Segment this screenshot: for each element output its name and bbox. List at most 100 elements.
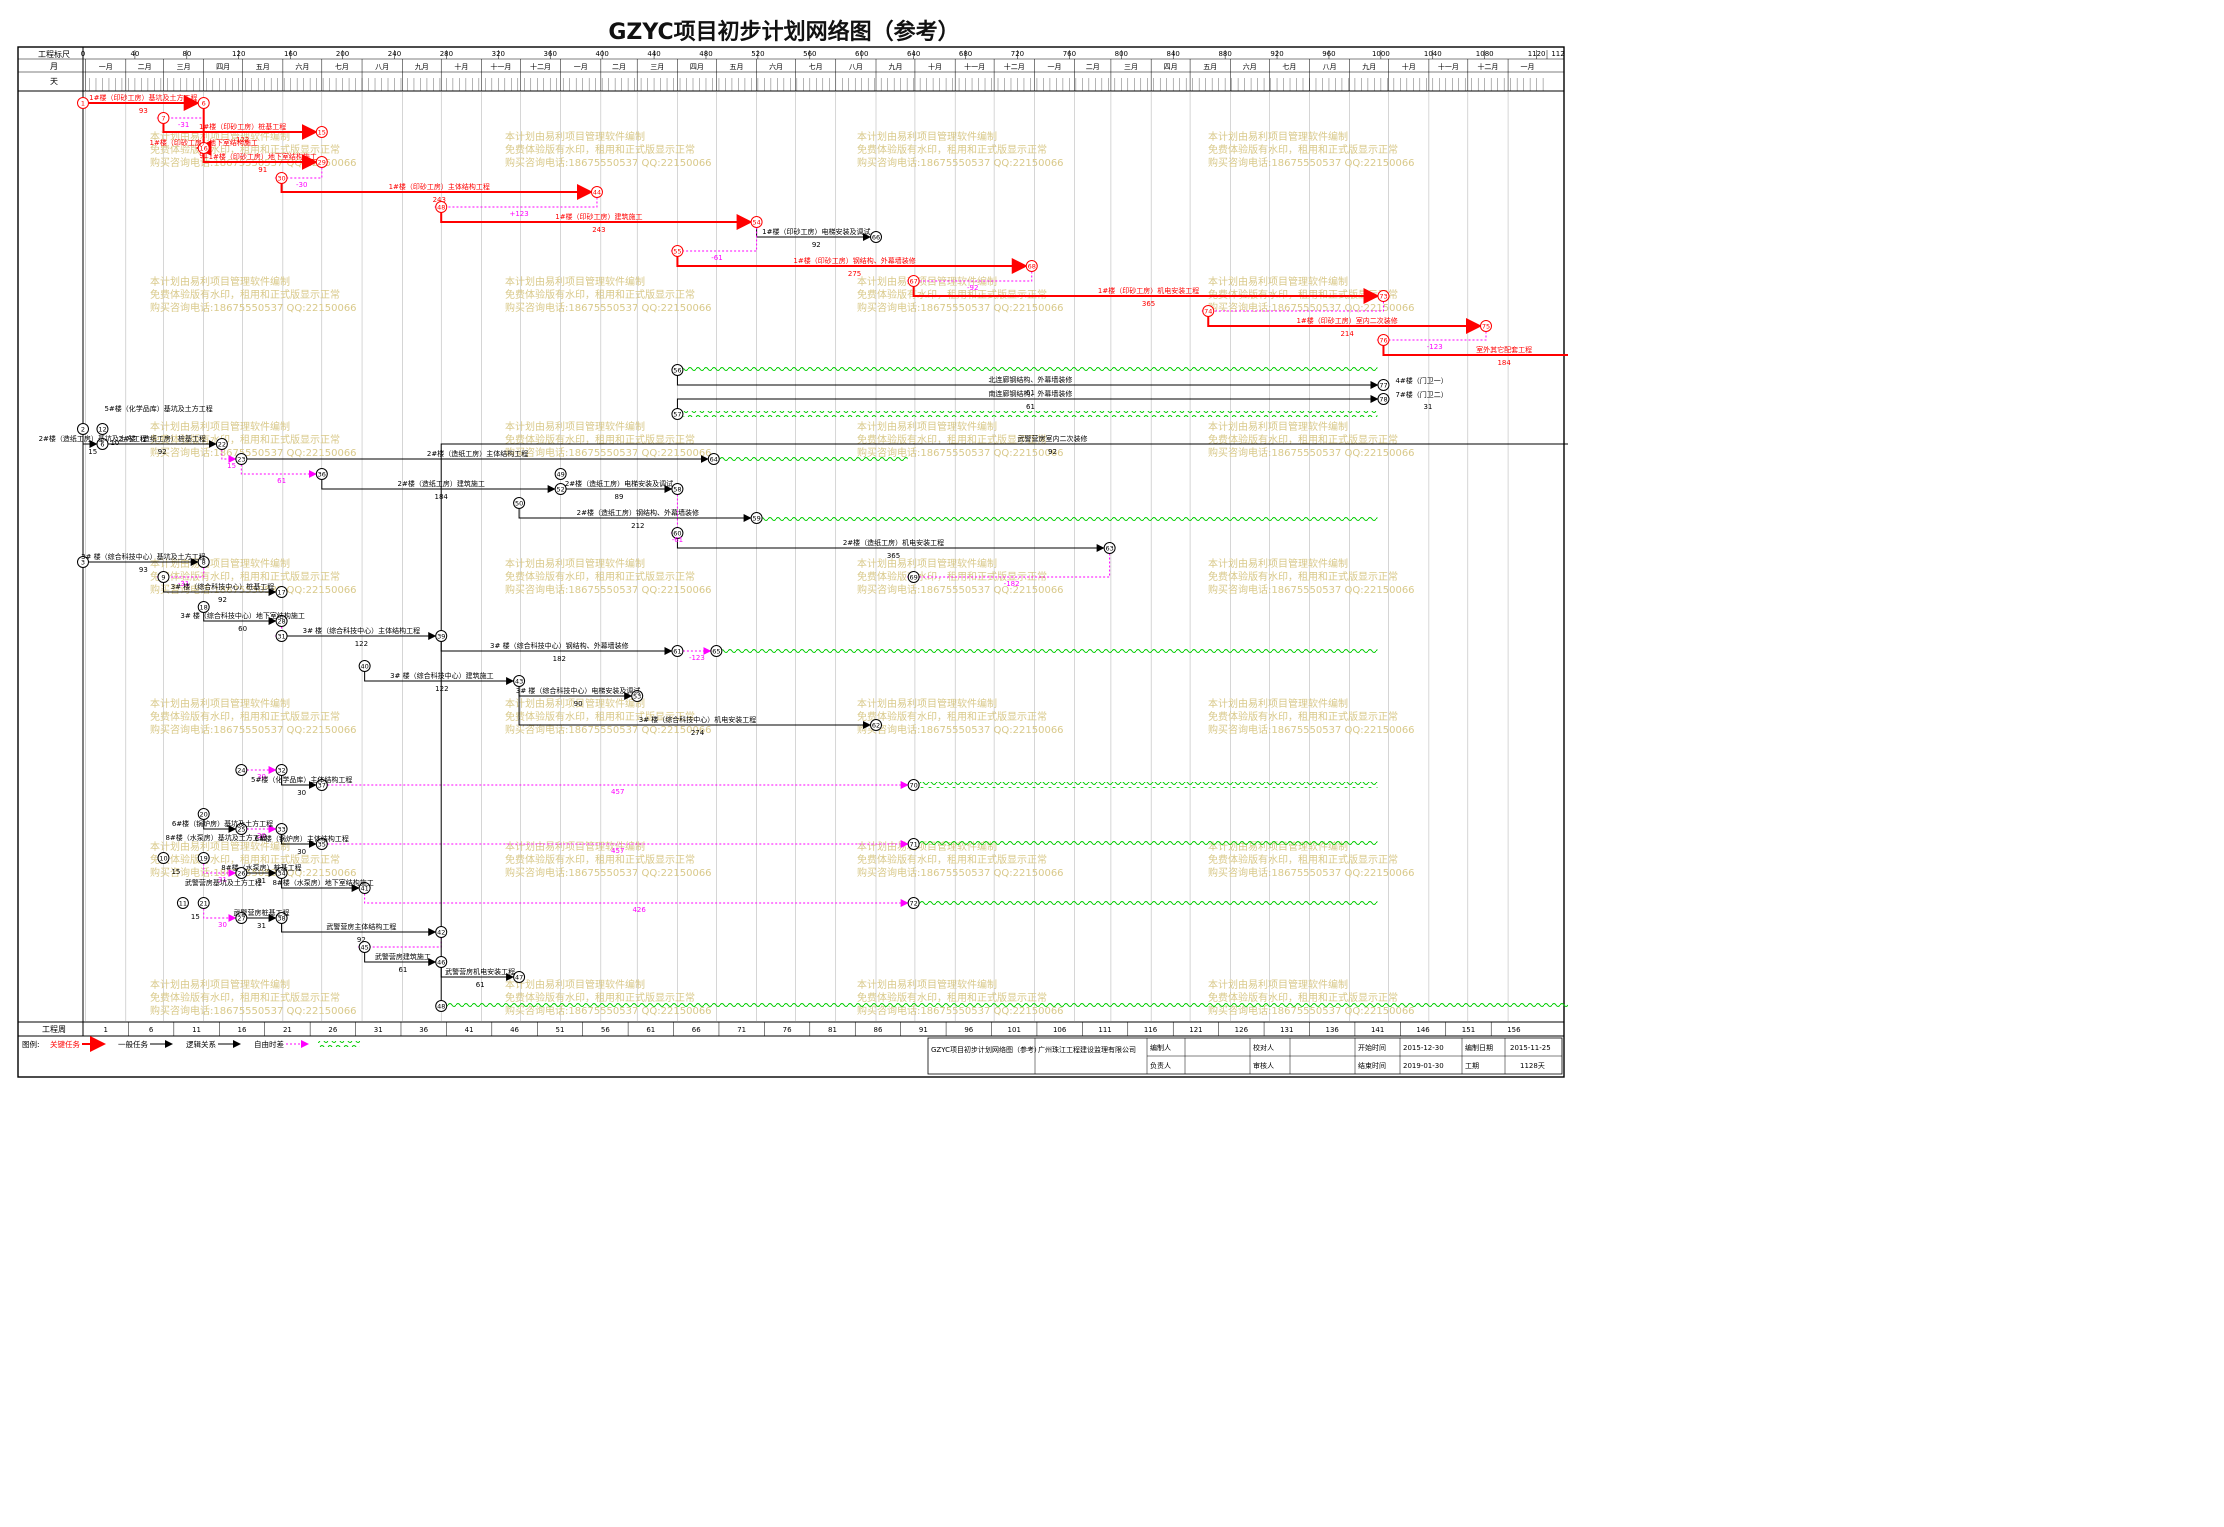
week-14: 71 — [737, 1026, 746, 1034]
activity-float-9: -123 — [1427, 343, 1443, 351]
watermark-19-1: 免费体验版有水印，租用和正式版显示正常 — [1208, 710, 1398, 723]
week-26: 131 — [1280, 1026, 1293, 1034]
activity-float-4: +123 — [509, 210, 528, 218]
activity-name-1: 1#楼（印砂工房）桩基工程 — [199, 122, 286, 131]
watermark-14-2: 购买咨询电话:18675550537 QQ:22150066 — [857, 583, 1064, 596]
event-node-label-25: 25 — [237, 826, 245, 834]
event-node-60: 60 — [671, 527, 684, 539]
event-node-circle-71 — [907, 838, 920, 850]
scale-tick-25: 1000 — [1372, 50, 1390, 58]
event-node-label-65: 65 — [712, 648, 720, 656]
watermark-23-2: 购买咨询电话:18675550537 QQ:22150066 — [1208, 866, 1415, 879]
event-node-circle-11 — [176, 897, 189, 909]
arrow-50 — [203, 863, 237, 877]
event-node-44: 44 — [590, 186, 603, 198]
event-node-label-16: 16 — [200, 145, 208, 153]
watermark-2-0: 本计划由易利项目管理软件编制 — [857, 130, 997, 143]
event-node-circle-47 — [513, 971, 526, 983]
scale-tick-14: 560 — [803, 50, 816, 58]
scale-tick-27: 1080 — [1476, 50, 1494, 58]
scale-tick-24: 960 — [1322, 50, 1335, 58]
event-node-label-76: 76 — [1379, 337, 1387, 345]
event-node-circle-7 — [157, 112, 170, 124]
legend-item-0: 关键任务 — [50, 1039, 80, 1049]
month-label: 月 — [50, 62, 58, 71]
watermark-17-2: 购买咨询电话:18675550537 QQ:22150066 — [505, 723, 712, 736]
activity-name-26: 3# 楼（综合科技中心）主体结构工程 — [303, 626, 421, 635]
event-node-64: 64 — [707, 453, 720, 465]
month-4: 五月 — [256, 63, 270, 71]
event-node-circle-44 — [590, 186, 603, 198]
event-node-67: 67 — [907, 275, 920, 287]
float-wave-4 — [722, 648, 1378, 654]
event-node-50: 50 — [513, 497, 526, 509]
activity-duration-19: 89 — [615, 493, 624, 501]
event-node-31: 31 — [275, 630, 288, 642]
watermark-3-2: 购买咨询电话:18675550537 QQ:22150066 — [1208, 156, 1415, 169]
activity-name-5: 1#楼（印砂工房）电梯安装及调试 — [762, 227, 870, 236]
event-node-label-30: 30 — [277, 175, 285, 183]
event-node-circle-39 — [435, 630, 448, 642]
activity-duration-4: 243 — [592, 226, 605, 234]
month-35: 十二月 — [1477, 62, 1498, 71]
event-node-circle-28 — [275, 615, 288, 627]
watermark-5-2: 购买咨询电话:18675550537 QQ:22150066 — [505, 301, 712, 314]
event-node-19: 19 — [197, 852, 210, 864]
activity-name-6: 1#楼（印砂工房）钢结构、外幕墙装修 — [793, 256, 915, 265]
time-grid — [85, 91, 1509, 1022]
event-node-label-68: 68 — [1028, 263, 1036, 271]
event-node-34: 34 — [275, 867, 288, 879]
scale-tick-13: 520 — [751, 50, 764, 58]
event-node-circle-48b — [435, 1000, 448, 1012]
activity-duration-44: 15 — [191, 913, 200, 921]
event-node-77: 77 — [1377, 379, 1390, 391]
watermark-layer: 本计划由易利项目管理软件编制免费体验版有水印，租用和正式版显示正常购买咨询电话:… — [150, 130, 1415, 1017]
event-node-66: 66 — [870, 231, 882, 243]
event-node-circle-63 — [1103, 542, 1116, 554]
event-node-52: 52 — [554, 483, 567, 495]
arrow-4 — [202, 153, 318, 170]
event-nodes: 1236789101112151617181920212223242526272… — [77, 97, 1492, 1012]
event-node-label-60: 60 — [673, 530, 681, 538]
watermark-24-1: 免费体验版有水印，租用和正式版显示正常 — [150, 991, 340, 1004]
week-17: 86 — [873, 1026, 882, 1034]
activity-duration-8: 214 — [1340, 330, 1354, 338]
week-2: 11 — [192, 1026, 201, 1034]
watermark-14-0: 本计划由易利项目管理软件编制 — [857, 557, 997, 570]
event-node-8: 8 — [197, 556, 210, 568]
month-29: 六月 — [1243, 62, 1257, 71]
activity-duration-2: 91 — [199, 152, 208, 160]
activity-duration-26: 122 — [355, 640, 368, 648]
activity-duration-46: 92 — [357, 936, 366, 944]
event-node-label-62: 62 — [872, 722, 880, 730]
event-node-circle-15 — [315, 126, 328, 138]
month-27: 四月 — [1164, 63, 1178, 71]
event-node-circle-37 — [315, 779, 328, 791]
activity-float-17: 15 — [227, 462, 236, 470]
event-node-label-29: 29 — [318, 159, 326, 167]
watermark-8-0: 本计划由易利项目管理软件编制 — [150, 420, 290, 433]
event-node-10: 10 — [157, 852, 170, 864]
event-node-label-45: 45 — [360, 944, 368, 952]
activity-name-13: 4#楼（门卫一） — [1395, 376, 1447, 385]
event-node-circle-1 — [77, 97, 89, 109]
event-node-74: 74 — [1202, 305, 1215, 317]
arrow-26 — [321, 479, 556, 493]
event-node-circle-6 — [197, 97, 210, 109]
event-node-label-63: 63 — [1105, 545, 1113, 553]
watermark-10-2: 购买咨询电话:18675550537 QQ:22150066 — [857, 446, 1064, 459]
watermark-0-0: 本计划由易利项目管理软件编制 — [150, 130, 290, 143]
arrow-16 — [1376, 331, 1487, 344]
week-4: 21 — [283, 1026, 292, 1034]
week-15: 76 — [783, 1026, 792, 1034]
activity-duration-18: 184 — [435, 493, 449, 501]
event-node-48b: 48 — [435, 1000, 448, 1012]
event-node-72: 72 — [907, 897, 920, 909]
event-node-circle-67 — [907, 275, 920, 287]
arrow-52 — [281, 878, 360, 892]
month-18: 七月 — [809, 62, 823, 71]
event-node-17: 17 — [275, 586, 288, 598]
event-node-46: 46 — [435, 956, 448, 968]
activity-duration-47: 61 — [398, 966, 407, 974]
event-node-49: 49 — [554, 468, 567, 480]
